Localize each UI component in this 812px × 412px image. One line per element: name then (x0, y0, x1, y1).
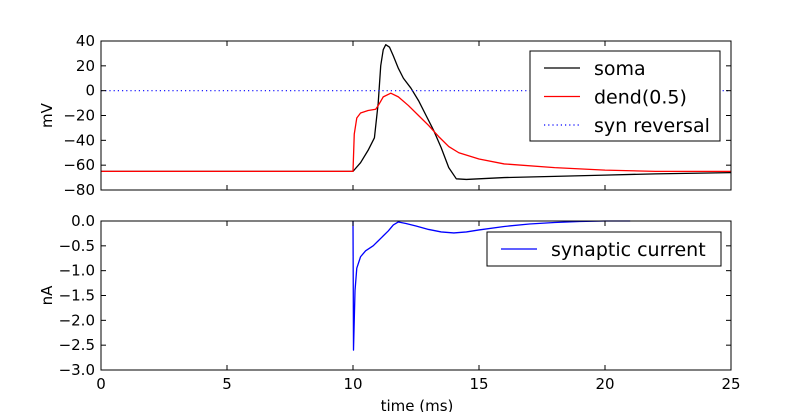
x-tick-label-1: 5 (222, 375, 232, 393)
legend-label-0-1: dend(0.5) (594, 87, 687, 109)
legend-1: synaptic current (486, 231, 722, 267)
series-line-1-0 (352, 220, 631, 351)
x-tick-label-2: 10 (343, 375, 362, 393)
y-tick-label-1-5: −2.5 (59, 336, 95, 354)
x-tick-label-3: 15 (469, 375, 488, 393)
y-tick-label-1-2: −1.0 (59, 262, 95, 280)
y-tick-label-0-0: 40 (76, 32, 95, 50)
legend-label-0-0: soma (594, 58, 646, 80)
legend-label-0-2: syn reversal (594, 115, 710, 137)
bottom-panel-synaptic-current: 0.0 −0.5 −1.0 −1.5 −2.0 −2.5 −3.00 5 10 15 20 25 nA s… (38, 212, 741, 393)
x-tick-label-0: 0 (96, 375, 106, 393)
x-tick-label-4: 20 (595, 375, 614, 393)
y-tick-label-1-1: −0.5 (59, 237, 95, 255)
y-tick-label-0-2: 0 (85, 82, 95, 100)
y-tick-label-1-4: −2.0 (59, 311, 95, 329)
y-axis-label-1: nA (38, 285, 56, 306)
x-tick-label-5: 25 (721, 375, 740, 393)
y-axis-label-0: mV (38, 102, 56, 128)
x-axis-label: time (ms) (381, 397, 454, 412)
legend-0: soma dend(0.5) syn reversal (529, 50, 721, 142)
series-line-0-0 (101, 44, 732, 181)
top-panel-membrane-potential: 40 20 0 −20 −40 −60 −80 mV soma dend(0.5) syn reve… (38, 32, 732, 199)
y-tick-label-0-3: −20 (63, 107, 95, 125)
y-tick-label-0-5: −60 (63, 156, 95, 174)
series-line-0-1 (101, 92, 731, 173)
y-tick-label-1-3: −1.5 (59, 287, 95, 305)
y-tick-label-0-6: −80 (63, 181, 95, 199)
y-tick-label-1-6: −3.0 (59, 361, 95, 379)
y-tick-label-0-1: 20 (76, 57, 95, 75)
y-tick-label-0-4: −40 (63, 131, 95, 149)
legend-label-1-0: synaptic current (551, 239, 706, 261)
y-tick-label-1-0: 0.0 (71, 212, 95, 230)
